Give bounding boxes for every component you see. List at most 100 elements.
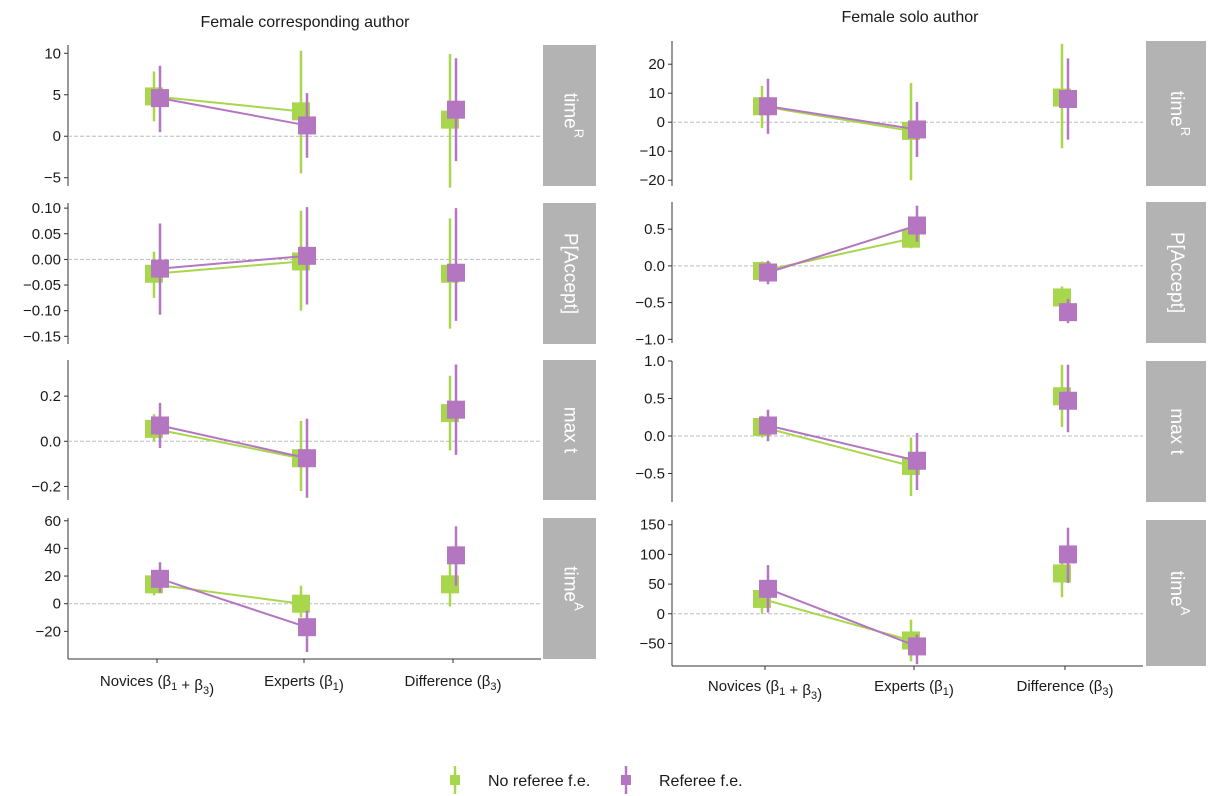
series-fe	[759, 364, 1077, 490]
x-tick-label: Difference (β3)	[1016, 678, 1113, 699]
facet-maxt: 1.0 0.5 0.0 −0.5 max t	[635, 353, 1206, 502]
series-fe	[151, 58, 465, 162]
y-tick-label: 0.5	[644, 391, 665, 408]
connector-line	[767, 224, 918, 274]
y-tick-label: −0.05	[23, 277, 61, 294]
facet-strip-label-text: timeR	[1166, 91, 1193, 136]
y-tick-label: 0.5	[644, 221, 665, 238]
facet-strip	[543, 45, 596, 186]
y-tick-label: 150	[640, 517, 665, 534]
legend-label: Referee f.e.	[659, 773, 743, 790]
facet-strip-label-text: P[Accept]	[1166, 232, 1187, 313]
y-tick-label: 0	[657, 606, 665, 623]
point-marker	[151, 259, 169, 278]
series-no-fe	[753, 229, 1071, 309]
point-marker	[1059, 90, 1077, 108]
point-marker	[447, 263, 465, 282]
connector-line	[159, 424, 308, 460]
y-tick-label: 0.05	[32, 226, 61, 243]
legend-key-marker	[450, 775, 460, 785]
y-tick-label: −20	[36, 623, 61, 640]
connector-line	[153, 427, 302, 460]
y-tick-label: 0	[657, 114, 665, 131]
facet-strip	[1146, 520, 1206, 666]
facet-strip	[543, 203, 596, 344]
y-tick-label: 60	[44, 513, 61, 530]
series-fe	[151, 526, 465, 653]
facet-paccept: 0.5 0.0 −0.5 −1.0 P[Accept]	[635, 202, 1206, 348]
y-tick-label: 50	[648, 576, 665, 593]
facet-strip-label: timeA	[559, 566, 586, 611]
x-tick-label: Difference (β3)	[404, 673, 501, 694]
y-tick-label: −5	[44, 170, 61, 187]
series-fe	[759, 205, 1077, 324]
facet-timer: 10 5 0 −5 timeR	[44, 45, 596, 188]
connector-line	[159, 254, 308, 270]
point-marker	[298, 618, 316, 637]
legend-key-marker	[621, 775, 631, 785]
facet-strip	[1146, 41, 1206, 186]
facet-strip-label-text: timeA	[1166, 571, 1193, 616]
panel-title: Female corresponding author	[200, 14, 410, 31]
facet-strip	[1146, 361, 1206, 502]
connector-line	[761, 597, 912, 642]
series-fe	[759, 58, 1077, 157]
point-marker	[1059, 545, 1077, 564]
facet-timer: 20 10 0 −10 −20 timeR	[640, 41, 1206, 189]
facet-strip-label: timeR	[1166, 91, 1193, 136]
y-tick-label: −0.10	[23, 303, 61, 320]
y-tick-label: −1.0	[635, 331, 665, 348]
facet-strip	[543, 518, 596, 659]
point-marker	[759, 416, 777, 435]
y-tick-label: 100	[640, 546, 665, 563]
point-marker	[298, 116, 316, 135]
facet-strip-label-text: max t	[559, 407, 580, 454]
y-tick-label: 5	[53, 87, 61, 104]
point-marker	[447, 400, 465, 419]
facet-strip	[543, 360, 596, 500]
facet-maxt: 0.2 0.0 −0.2 max t	[31, 360, 596, 500]
legend-item-fe: Referee f.e.	[621, 766, 743, 794]
point-marker	[908, 120, 926, 139]
facet-paccept: 0.10 0.05 0.00 −0.05 −0.10 −0.15 P[Accept]	[23, 200, 596, 345]
facet-strip-label: timeA	[1166, 571, 1193, 616]
facet-strip-label: timeR	[559, 93, 586, 138]
point-marker	[1059, 391, 1077, 410]
legend-label: No referee f.e.	[488, 773, 590, 790]
x-tick-label: Experts (β1)	[264, 673, 344, 694]
y-tick-label: 10	[44, 45, 61, 62]
x-tick-label: Novices (β1 + β3)	[708, 678, 822, 703]
point-marker	[151, 416, 169, 435]
y-tick-label: 0	[53, 128, 61, 145]
facet-strip-label: max t	[1166, 408, 1187, 455]
y-tick-label: −0.5	[635, 295, 665, 312]
legend-item-no-fe: No referee f.e.	[450, 766, 590, 794]
point-marker	[908, 216, 926, 235]
point-marker	[759, 263, 777, 282]
facet-strip-label-text: timeR	[559, 93, 586, 138]
y-tick-label: −0.5	[635, 466, 665, 483]
point-marker	[447, 546, 465, 565]
point-marker	[759, 97, 777, 116]
y-tick-label: 0.0	[644, 428, 665, 445]
connector-line	[159, 577, 308, 629]
facet-strip-label-text: P[Accept]	[559, 233, 580, 314]
y-tick-label: −10	[640, 143, 665, 160]
panel-title: Female solo author	[842, 9, 980, 26]
x-axis: Novices (β1 + β3) Experts (β1) Difference …	[672, 665, 1143, 703]
connector-line	[761, 105, 912, 132]
point-marker	[1053, 288, 1071, 307]
series-fe	[151, 364, 465, 498]
legend: No referee f.e. Referee f.e.	[450, 766, 743, 794]
y-tick-label: −0.15	[23, 328, 61, 345]
y-tick-label: 0.00	[32, 251, 61, 268]
facet-strip-label-text: timeA	[559, 566, 586, 611]
facet-timea: 150 100 50 0 −50 timeA	[640, 517, 1206, 666]
connector-line	[153, 260, 302, 275]
panel-corresponding-author: Female corresponding author 10 5 0 −5 timeR 0.…	[23, 14, 596, 698]
point-marker	[908, 451, 926, 470]
series-fe	[151, 207, 465, 321]
facet-strip-label-text: max t	[1166, 408, 1187, 455]
y-tick-label: 0.0	[644, 258, 665, 275]
